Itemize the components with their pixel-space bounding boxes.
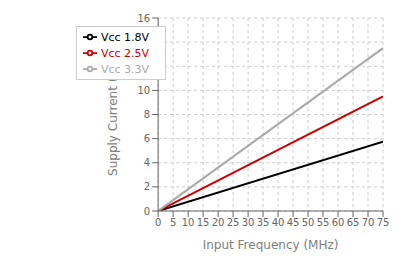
svg-text:8: 8 (144, 109, 150, 120)
svg-text:12: 12 (137, 61, 150, 72)
svg-text:60: 60 (332, 217, 345, 228)
svg-text:75: 75 (377, 217, 390, 228)
svg-text:30: 30 (242, 217, 255, 228)
svg-text:Input Frequency (MHz): Input Frequency (MHz) (203, 238, 339, 252)
svg-text:20: 20 (212, 217, 225, 228)
svg-text:55: 55 (317, 217, 330, 228)
svg-text:Supply Current (mA): Supply Current (mA) (106, 53, 120, 176)
svg-text:0: 0 (155, 217, 161, 228)
svg-text:16: 16 (137, 13, 150, 24)
svg-text:15: 15 (197, 217, 210, 228)
svg-text:25: 25 (227, 217, 240, 228)
svg-text:65: 65 (347, 217, 360, 228)
svg-text:35: 35 (257, 217, 270, 228)
svg-text:5: 5 (170, 217, 176, 228)
svg-text:50: 50 (302, 217, 315, 228)
svg-text:10: 10 (182, 217, 195, 228)
svg-text:4: 4 (144, 157, 150, 168)
svg-text:70: 70 (362, 217, 375, 228)
svg-text:14: 14 (137, 37, 150, 48)
svg-text:40: 40 (272, 217, 285, 228)
svg-text:45: 45 (287, 217, 300, 228)
svg-text:10: 10 (137, 85, 150, 96)
svg-text:6: 6 (144, 133, 150, 144)
svg-text:2: 2 (144, 181, 150, 192)
svg-text:0: 0 (144, 206, 150, 217)
